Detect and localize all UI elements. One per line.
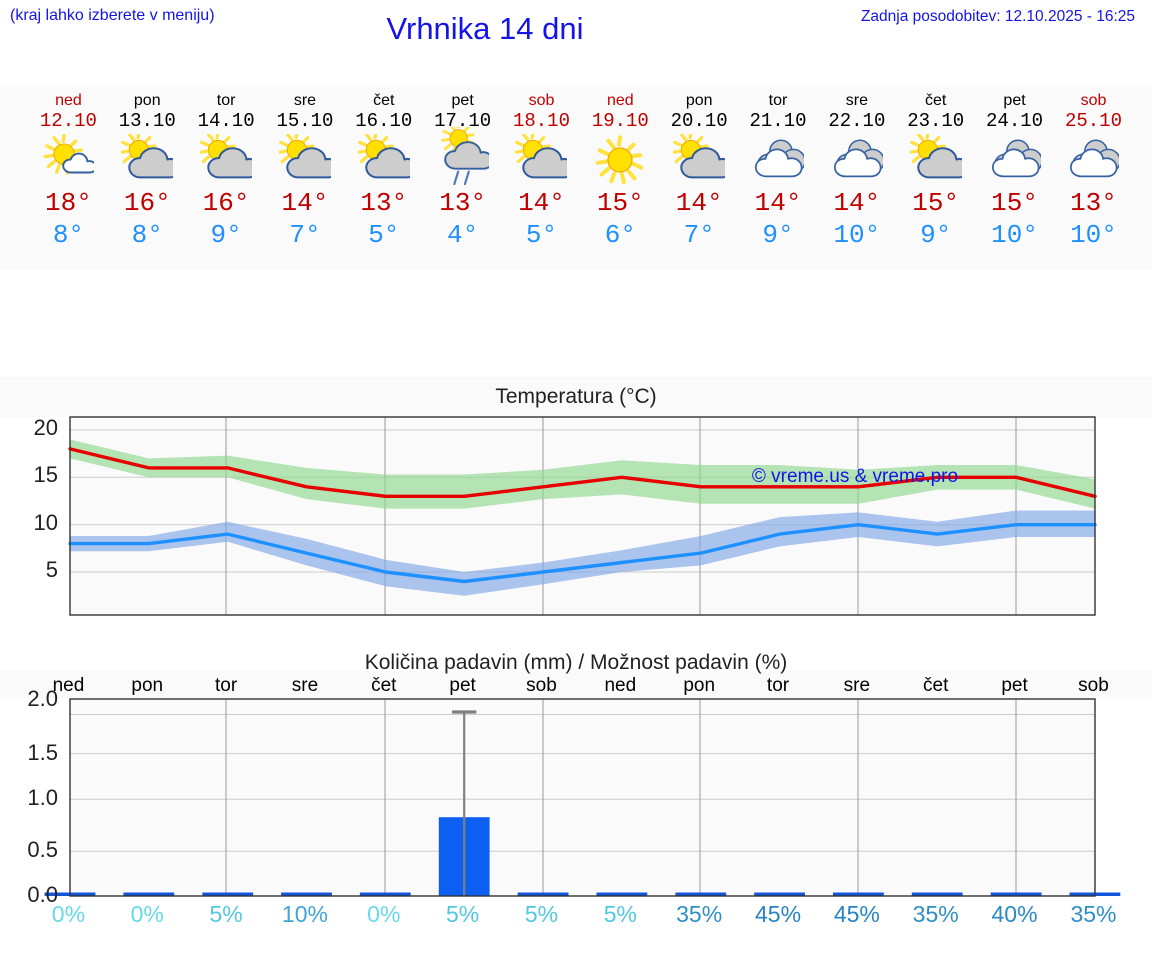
- svg-text:1.0: 1.0: [27, 785, 58, 810]
- svg-text:1.5: 1.5: [27, 740, 58, 765]
- svg-text:0.5: 0.5: [27, 837, 58, 862]
